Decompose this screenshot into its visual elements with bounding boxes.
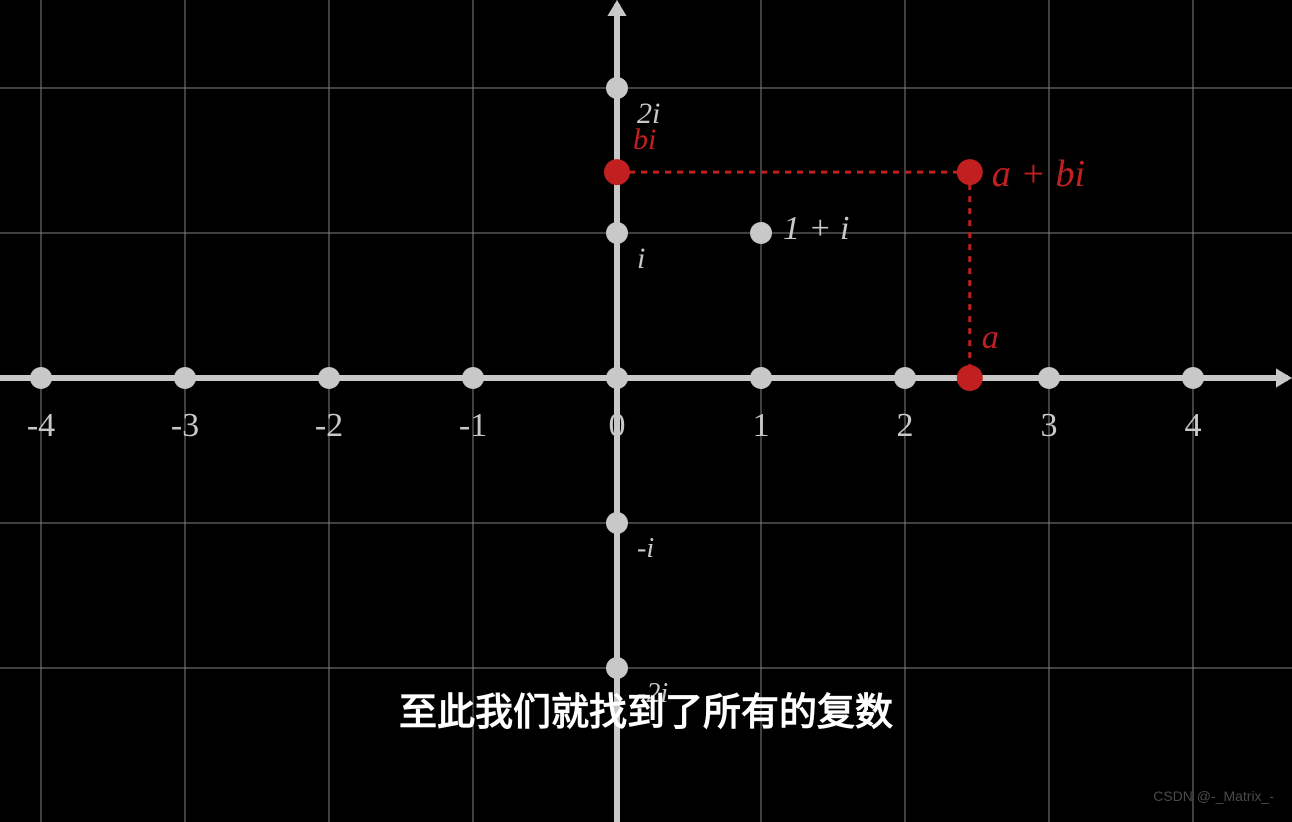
watermark-text: CSDN @-_Matrix_- [1153,788,1274,804]
x-tick-label: -3 [171,407,199,445]
label-a-plus-bi: a + bi [992,152,1085,196]
x-tick-dot [1038,367,1060,389]
complex-plane-diagram: -4-3-2-1012342ii-i-2i1 + ia + bibia 至此我们… [0,0,1292,822]
x-tick-dot [750,367,772,389]
label-bi: bi [633,123,656,157]
x-tick-dot [30,367,52,389]
x-tick-dot [894,367,916,389]
point-a [957,365,983,391]
x-tick-dot [462,367,484,389]
point-bi [604,159,630,185]
x-tick-label: -4 [27,407,55,445]
caption-text: 至此我们就找到了所有的复数 [0,681,1292,736]
x-tick-dot [318,367,340,389]
y-tick-dot [606,657,628,679]
y-tick-dot [606,512,628,534]
point-one-plus-i [750,222,772,244]
y-tick-dot [606,77,628,99]
x-tick-label: -1 [459,407,487,445]
y-axis-arrow [607,0,626,16]
x-tick-dot [174,367,196,389]
x-tick-label: 2 [897,407,914,445]
y-tick-label: i [637,242,645,276]
x-tick-label: -2 [315,407,343,445]
label-one-plus-i: 1 + i [783,210,849,248]
x-tick-label: 1 [753,407,770,445]
x-tick-label: 3 [1041,407,1058,445]
y-tick-label: -i [637,533,654,565]
x-axis-arrow [1276,368,1292,387]
y-tick-dot [606,222,628,244]
x-tick-dot [606,367,628,389]
point-a-plus-bi [957,159,983,185]
x-tick-label: 4 [1185,407,1202,445]
x-tick-label: 0 [609,407,626,445]
x-tick-dot [1182,367,1204,389]
label-a: a [982,319,999,357]
